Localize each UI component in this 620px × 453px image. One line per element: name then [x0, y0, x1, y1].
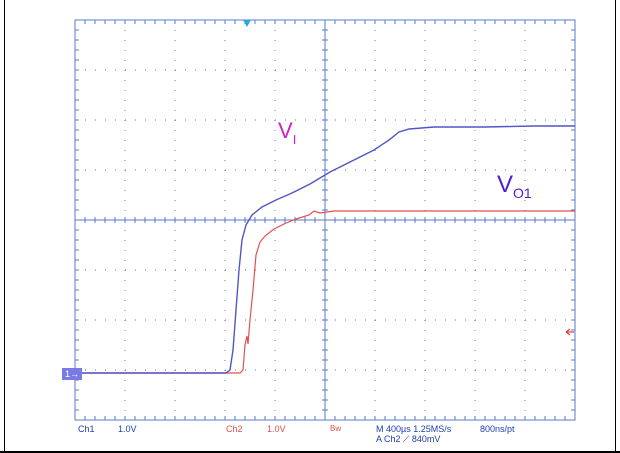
bandwidth-limit-indicator: Bw: [330, 424, 342, 433]
sample-interval-readout: 800ns/pt: [480, 424, 515, 434]
frame: [4, 0, 616, 453]
trigger-level-arrow: [565, 328, 574, 336]
ch1-marker-label: 1: [64, 369, 70, 379]
vo1-label-sub: O1: [513, 185, 532, 201]
oscilloscope-display: 1→ VI VO1 Ch1 1.0V Ch2 1.0V Bw M 400µs 1…: [14, 0, 606, 450]
vi-label-main: V: [278, 118, 293, 143]
ch1-trace: [75, 125, 575, 374]
vi-label: VI: [278, 118, 297, 147]
vo1-label: VO1: [497, 171, 532, 201]
ch2-scale-readout: 1.0V: [267, 424, 286, 434]
ch1-scale-readout: 1.0V: [118, 424, 137, 434]
ch2-readout-label: Ch2: [226, 424, 243, 434]
graticule-ticks: [74, 19, 576, 421]
waveform-plot: [74, 19, 576, 421]
vo1-label-main: V: [497, 171, 514, 198]
vi-label-sub: I: [292, 132, 297, 147]
ch1-readout-label: Ch1: [78, 424, 95, 434]
trigger-position-marker: [243, 20, 251, 27]
trigger-readout: A Ch2 ⟋ 840mV: [376, 434, 441, 444]
arrow-right-icon: →: [70, 369, 79, 379]
ch1-ground-marker: 1→: [62, 368, 82, 380]
timebase-readout: M 400µs 1.25MS/s: [376, 424, 452, 434]
frame-bottom-line: [0, 451, 620, 453]
ch2-trace: [75, 210, 575, 374]
